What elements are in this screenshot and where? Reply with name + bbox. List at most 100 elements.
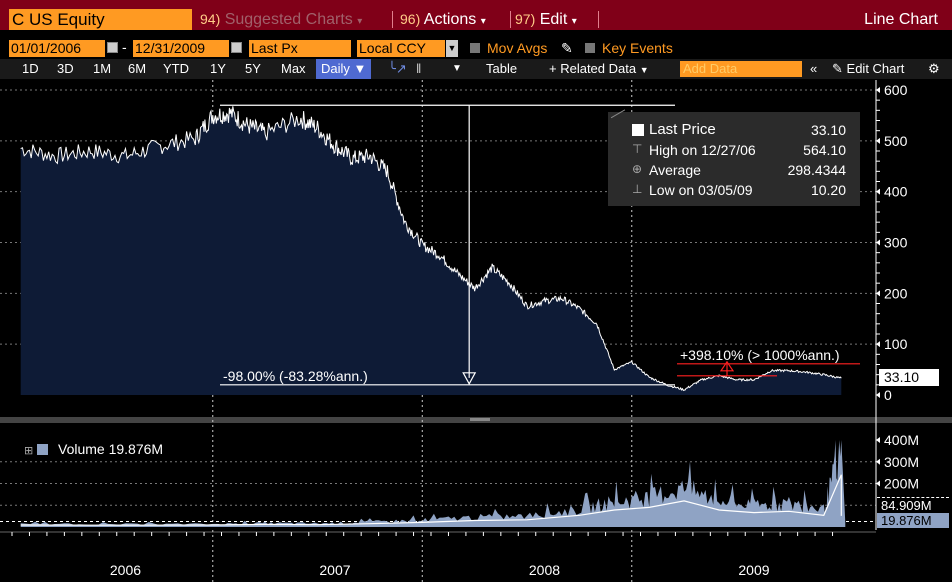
field-selector[interactable]: Last Px	[249, 40, 351, 57]
title-bar: C US Equity 94) Suggested Charts ▾ 96) A…	[0, 0, 952, 30]
year-label: 2007	[319, 562, 350, 578]
price-tick-marker	[876, 239, 880, 246]
actions-number: 96)	[400, 11, 421, 27]
time-axis: 2006 2007 2008 2009	[11, 532, 834, 578]
currency-selector[interactable]: Local CCY	[357, 40, 445, 57]
volume-tick-marker	[876, 437, 880, 443]
chevron-down-icon: ▾	[357, 16, 363, 27]
price-tick-marker	[876, 188, 880, 195]
add-data-input[interactable]: Add Data	[680, 61, 802, 77]
volume-legend: ⊞ Volume 19.876M	[24, 440, 163, 458]
frequency-label: Daily	[321, 61, 350, 76]
frequency-dropdown[interactable]: Daily ▼	[316, 59, 372, 79]
edit-menu[interactable]: 97) Edit ▾	[515, 9, 577, 30]
legend-last-price: Last Price 33.10	[608, 120, 860, 140]
actions-menu[interactable]: 96) Actions ▾	[400, 9, 486, 30]
chevron-down-icon: ▼	[639, 65, 649, 75]
period-3d[interactable]: 3D	[57, 61, 74, 76]
high-label: High on 12/27/06	[649, 142, 756, 158]
price-tick-marker	[876, 341, 880, 348]
price-area	[20, 106, 842, 396]
related-data-label: + Related Data	[549, 61, 637, 76]
end-date-field[interactable]: 12/31/2009	[133, 40, 229, 57]
related-data-menu[interactable]: + Related Data ▼	[549, 59, 649, 79]
high-marker-icon: ⊤	[632, 142, 643, 156]
mov-avgs-checkbox[interactable]	[470, 43, 480, 53]
chart-type-title: Line Chart	[864, 11, 938, 28]
low-label: Low on 03/05/09	[649, 182, 753, 198]
volume-average-tag: 84.909M	[877, 497, 949, 513]
expand-icon[interactable]: ⊞	[24, 445, 34, 457]
volume-tick-label: 200M	[884, 476, 919, 492]
suggested-charts-number: 94)	[200, 11, 221, 27]
period-max[interactable]: Max	[281, 61, 306, 76]
edit-label: Edit	[539, 11, 568, 28]
collapse-icon[interactable]: «	[810, 61, 818, 76]
price-tick-marker	[876, 290, 880, 297]
chevron-down-icon[interactable]: ▼	[446, 40, 458, 57]
chevron-down-icon[interactable]: ▼	[452, 63, 462, 74]
price-axis: 600 500 400 300 200 100 0	[876, 82, 908, 403]
line-chart-icon[interactable]: ╰↗	[388, 61, 407, 76]
price-tick-label: 300	[884, 235, 908, 251]
year-label: 2006	[110, 562, 141, 578]
edit-chart-button[interactable]: ✎ Edit Chart	[832, 59, 904, 79]
key-events-label: Key Events	[602, 40, 673, 56]
volume-last-tag: 19.876M	[877, 513, 949, 528]
price-tick-marker	[876, 87, 880, 93]
rise-annotation: +398.10% (> 1000%ann.)	[680, 347, 840, 363]
suggested-charts-menu[interactable]: 94) Suggested Charts ▾	[200, 9, 362, 30]
price-tick-label: 0	[884, 387, 892, 403]
price-tick-label: 200	[884, 285, 908, 301]
menu-separator	[392, 11, 393, 28]
volume-tick-marker	[876, 458, 880, 465]
year-label: 2009	[738, 562, 769, 578]
key-events-checkbox[interactable]	[585, 43, 595, 53]
legend-high: ⊤ High on 12/27/06 564.10	[608, 140, 860, 160]
gear-icon[interactable]: ⚙	[928, 61, 940, 76]
chevron-down-icon: ▾	[571, 16, 577, 27]
suggested-charts-label: Suggested Charts	[224, 11, 353, 28]
last-price-value: 33.10	[810, 122, 846, 138]
period-ytd[interactable]: YTD	[163, 61, 189, 76]
period-6m[interactable]: 6M	[128, 61, 147, 76]
toolbar: 1D 3D 1M 6M YTD 1Y 5Y Max Daily ▼ ╰↗ ‖ ▼…	[0, 59, 952, 79]
date-range-dash: -	[122, 39, 127, 55]
price-tick-label: 100	[884, 336, 908, 352]
period-1m[interactable]: 1M	[93, 61, 112, 76]
last-price-label: Last Price	[649, 121, 716, 138]
pencil-icon[interactable]: ✎	[561, 40, 573, 56]
annotations	[220, 104, 860, 386]
chevron-down-icon: ▼	[353, 61, 367, 76]
period-5y[interactable]: 5Y	[245, 61, 261, 76]
table-button[interactable]: Table	[486, 61, 518, 76]
price-tick-label: 600	[884, 82, 908, 98]
volume-tick-marker	[876, 480, 880, 487]
average-label: Average	[649, 162, 701, 178]
calendar-icon[interactable]	[231, 42, 242, 53]
volume-tick-label: 300M	[884, 454, 919, 470]
volume-axis: 400M 300M 200M	[876, 432, 919, 492]
volume-average-line	[20, 474, 842, 526]
controls-row: 01/01/2006 - 12/31/2009 Last Px Local CC…	[0, 38, 952, 58]
price-line	[20, 106, 842, 392]
average-value: 298.4344	[787, 162, 846, 178]
volume-tick-label: 400M	[884, 432, 919, 448]
mov-avgs-label: Mov Avgs	[487, 40, 548, 56]
price-tick-label: 500	[884, 133, 908, 149]
legend-panel: Last Price 33.10 ⊤ High on 12/27/06 564.…	[608, 109, 860, 206]
year-label: 2008	[529, 562, 560, 578]
volume-label: Volume	[58, 441, 105, 457]
actions-label: Actions	[423, 11, 477, 28]
period-1d[interactable]: 1D	[22, 61, 39, 76]
average-marker-icon: ⊕	[632, 162, 643, 176]
last-price-swatch	[632, 124, 644, 136]
period-1y[interactable]: 1Y	[210, 61, 226, 76]
legend-average: ⊕ Average 298.4344	[608, 160, 860, 180]
decline-annotation: -98.00% (-83.28%ann.)	[223, 368, 368, 384]
calendar-icon[interactable]	[107, 42, 118, 53]
bar-chart-icon[interactable]: ‖	[416, 61, 422, 76]
ticker-field[interactable]: C US Equity	[9, 9, 192, 30]
start-date-field[interactable]: 01/01/2006	[9, 40, 105, 57]
low-marker-icon: ⊥	[632, 182, 643, 196]
